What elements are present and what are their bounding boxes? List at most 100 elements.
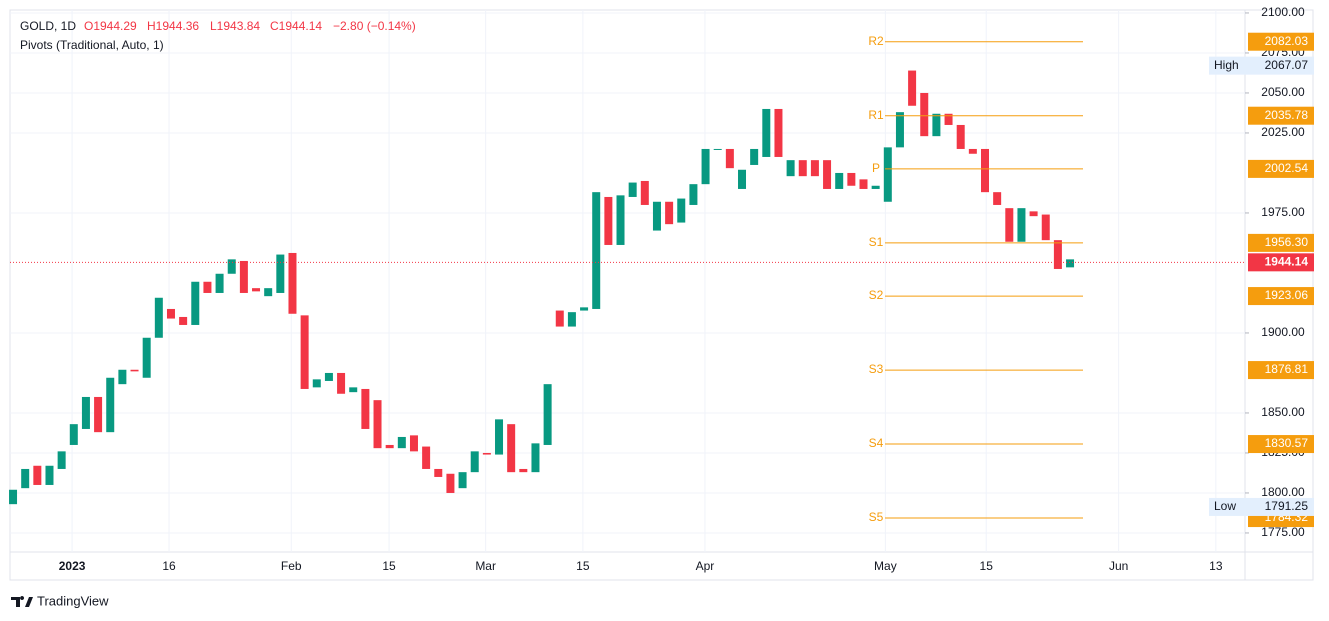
ohlc-high: H1944.36	[147, 19, 199, 33]
pivot-price-box	[1248, 233, 1314, 252]
low-name: Low	[1214, 499, 1236, 513]
brand: TradingView	[37, 593, 109, 608]
candle-body	[604, 196, 613, 245]
candle-body	[57, 451, 66, 469]
pivot-price-box	[1248, 435, 1314, 454]
candle-body	[179, 316, 188, 325]
candle-body	[823, 160, 832, 189]
indicator-name: Pivots (Traditional, Auto, 1)	[20, 38, 164, 52]
candle-body	[106, 377, 115, 433]
candle-body	[1005, 208, 1014, 242]
candle-body	[264, 288, 273, 297]
candle-body	[81, 396, 90, 429]
pivot-name: S3	[869, 362, 884, 376]
candle-body	[1017, 208, 1026, 242]
pivot-name: S4	[869, 436, 884, 450]
candle-body	[9, 489, 18, 505]
x-tick-label: 13	[1209, 559, 1223, 573]
x-tick-label: 15	[980, 559, 994, 573]
candle-body	[300, 315, 309, 389]
pivot-name: R2	[868, 34, 884, 48]
candle-body	[482, 452, 491, 455]
pivot-price-label: 1876.81	[1265, 362, 1309, 376]
pivot-price-label: 1956.30	[1265, 235, 1309, 249]
candle-body	[993, 192, 1002, 205]
candle-body	[1029, 211, 1038, 217]
candle-body	[191, 281, 200, 325]
candle-body	[239, 260, 248, 293]
candle-body	[847, 172, 856, 186]
candle-body	[1053, 240, 1062, 269]
pivot-name: S5	[869, 510, 884, 524]
y-tick-label: 2025.00	[1261, 125, 1305, 139]
low-box	[1209, 497, 1314, 516]
candle-body	[94, 396, 103, 433]
x-tick-label: Jun	[1109, 559, 1128, 573]
pivot-name: R1	[868, 108, 884, 122]
x-tick-label: 2023	[59, 559, 86, 573]
candle-body	[871, 185, 880, 189]
candle-body	[555, 310, 564, 327]
candle-body	[434, 468, 443, 477]
x-tick-label: Apr	[696, 559, 715, 573]
candle-body	[652, 201, 661, 231]
y-tick-label: 1975.00	[1261, 205, 1305, 219]
candle-body	[738, 169, 747, 189]
pivot-price-box	[1248, 287, 1314, 306]
candle-body	[45, 465, 54, 485]
x-tick-label: 15	[382, 559, 396, 573]
candle-body	[361, 388, 370, 429]
last-price-label: 1944.14	[1265, 255, 1309, 269]
x-tick-label: May	[874, 559, 897, 573]
pivot-price-label: 2002.54	[1265, 161, 1309, 175]
candle-body	[932, 113, 941, 137]
candle-body	[422, 446, 431, 469]
candle-body	[567, 312, 576, 327]
pivot-price-box	[1248, 106, 1314, 125]
candle-body	[640, 180, 649, 205]
candle-body	[883, 147, 892, 202]
candle-body	[665, 201, 674, 225]
pivot-price-label: 2035.78	[1265, 108, 1309, 122]
pivot-price-box	[1248, 32, 1314, 51]
x-tick-label: 15	[576, 559, 590, 573]
candle-body	[1041, 214, 1050, 241]
y-tick-label: 1775.00	[1261, 525, 1305, 539]
candle-body	[349, 387, 358, 393]
candle-body	[470, 451, 479, 473]
candle-body	[750, 148, 759, 165]
candle-body	[810, 160, 819, 177]
ohlc-close: C1944.14	[270, 19, 322, 33]
candle-body	[725, 148, 734, 169]
candle-body	[713, 148, 722, 150]
candle-body	[215, 273, 224, 293]
candle-body	[677, 198, 686, 223]
candle-body	[69, 424, 78, 445]
candle-body	[33, 465, 42, 485]
candle-body	[616, 195, 625, 245]
candle-body	[154, 297, 163, 338]
candle-body	[446, 473, 455, 493]
candle-body	[701, 148, 710, 185]
pivot-name: P	[872, 161, 880, 175]
candle-body	[859, 179, 868, 189]
low-price: 1791.25	[1265, 499, 1309, 513]
candle-body	[519, 468, 528, 473]
y-tick-label: 1850.00	[1261, 405, 1305, 419]
candle-body	[288, 252, 297, 314]
candle-body	[762, 108, 771, 157]
candle-body	[944, 113, 953, 125]
x-tick-label: Mar	[475, 559, 496, 573]
high-price: 2067.07	[1265, 58, 1309, 72]
candle-body	[895, 112, 904, 148]
candle-body	[798, 160, 807, 177]
candle-body	[592, 192, 601, 309]
candle-body	[397, 436, 406, 449]
frame	[9, 9, 1314, 581]
logo: TradingView	[11, 593, 109, 608]
candle-body	[628, 182, 637, 197]
pivot-price-box	[1248, 361, 1314, 380]
symbol: GOLD, 1D	[20, 19, 76, 33]
candle-body	[252, 288, 261, 292]
